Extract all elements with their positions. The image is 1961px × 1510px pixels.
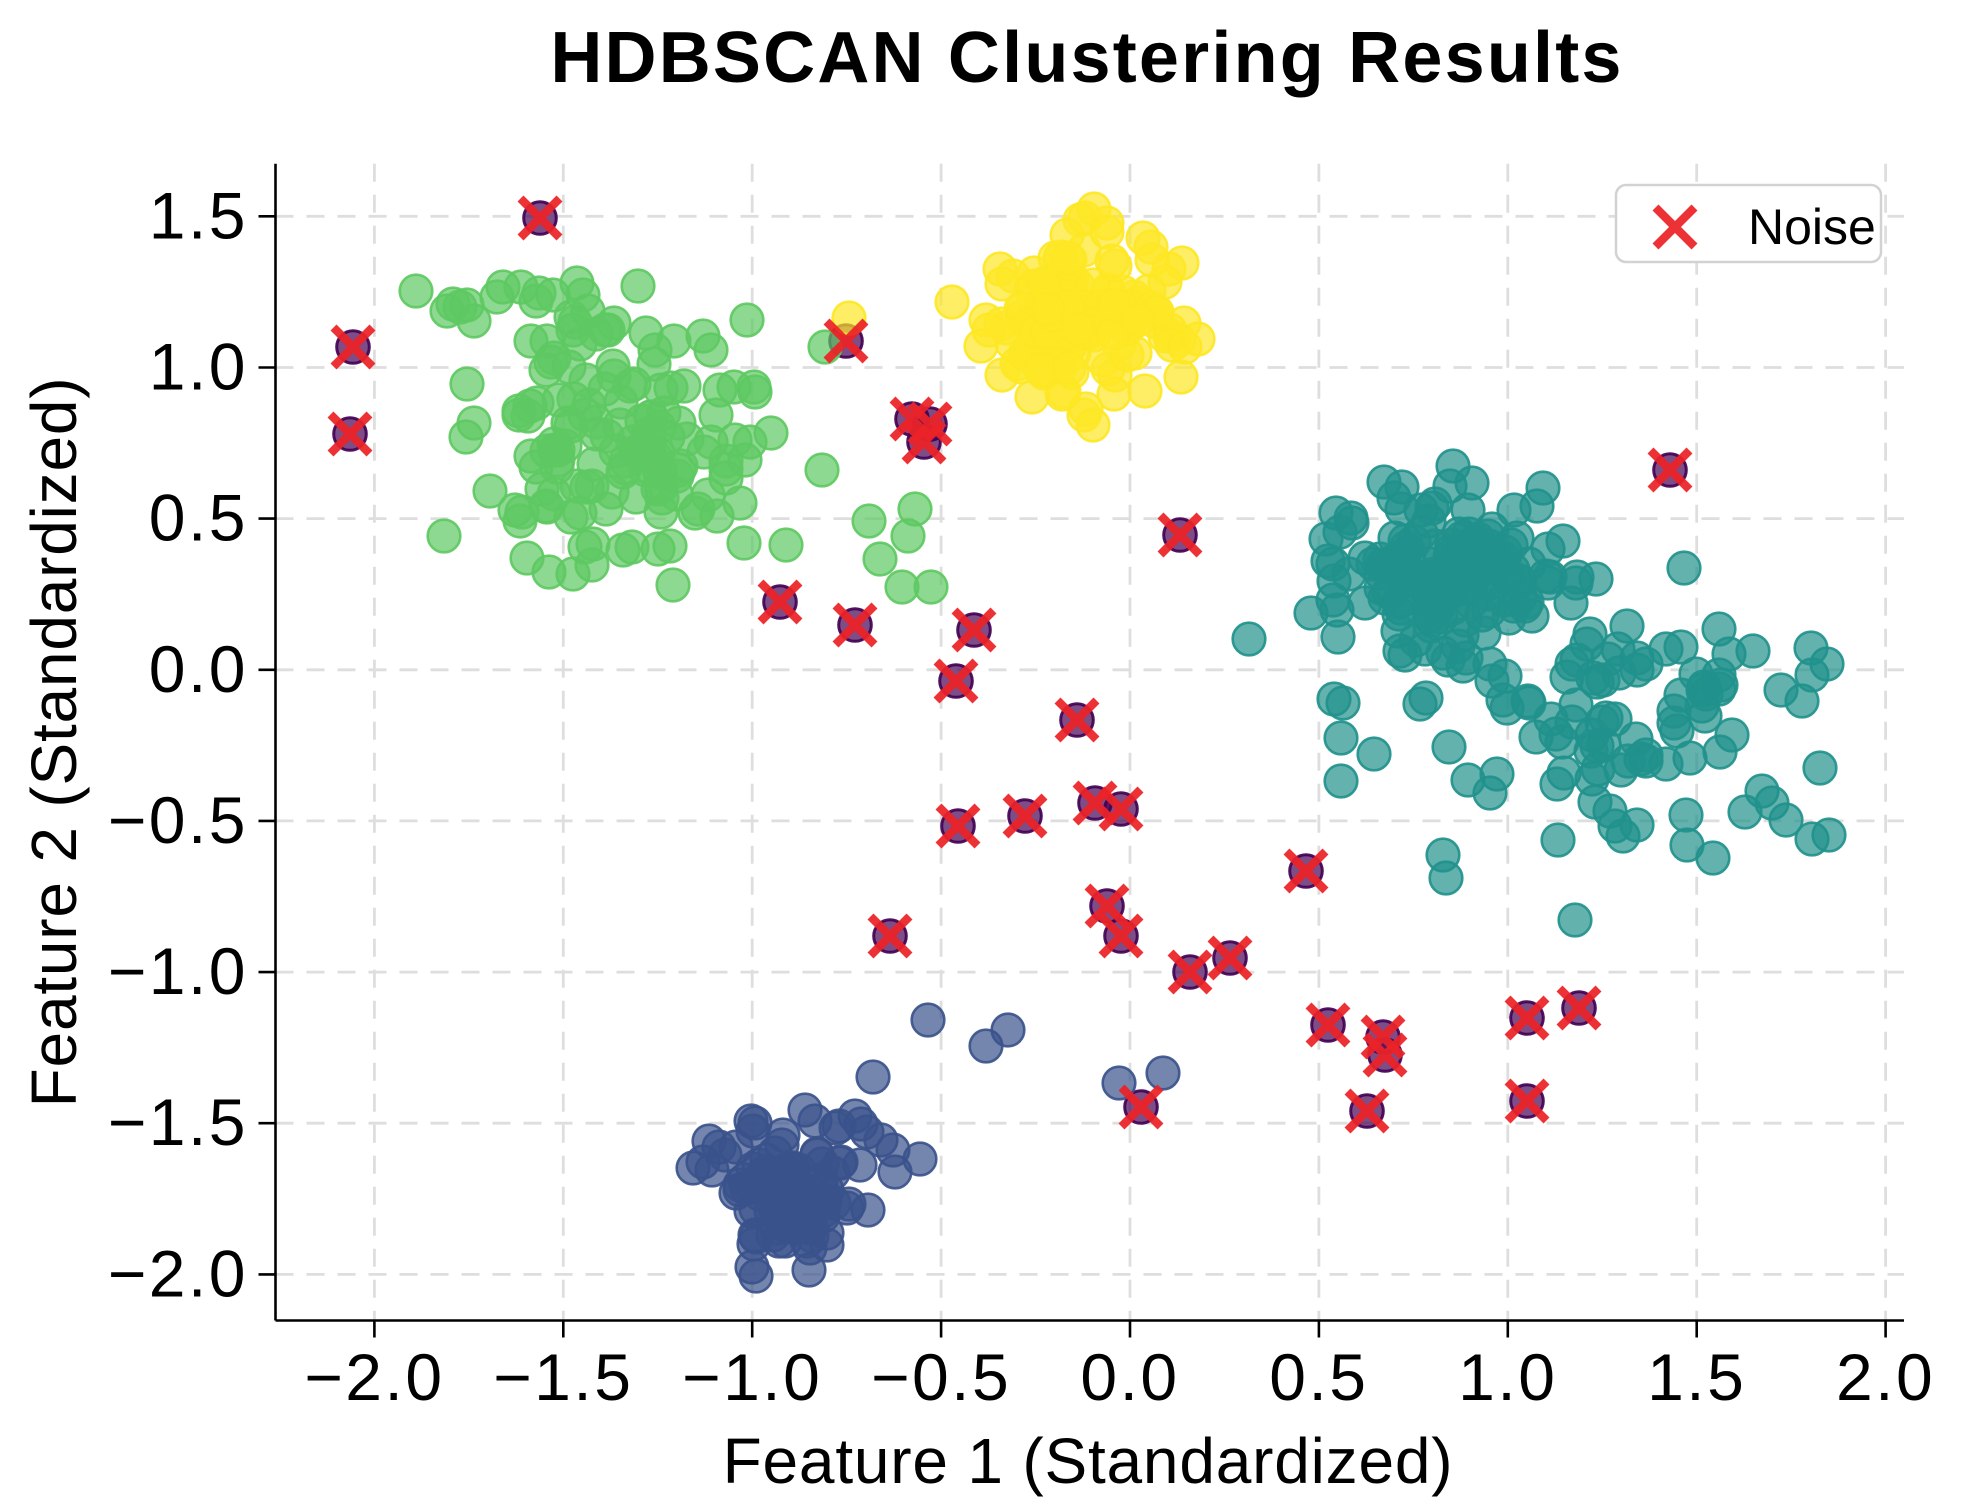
svg-text:−2.0: −2.0 bbox=[304, 1340, 444, 1414]
svg-text:−1.5: −1.5 bbox=[108, 1085, 248, 1159]
svg-text:Feature 1 (Standardized): Feature 1 (Standardized) bbox=[723, 1425, 1454, 1497]
svg-text:1.5: 1.5 bbox=[149, 178, 248, 252]
svg-text:1.5: 1.5 bbox=[1647, 1340, 1746, 1414]
svg-text:0.0: 0.0 bbox=[1080, 1340, 1179, 1414]
svg-text:2.0: 2.0 bbox=[1836, 1340, 1935, 1414]
svg-text:1.0: 1.0 bbox=[149, 330, 248, 404]
svg-text:−1.5: −1.5 bbox=[493, 1340, 633, 1414]
svg-text:−0.5: −0.5 bbox=[871, 1340, 1011, 1414]
svg-text:Noise: Noise bbox=[1748, 199, 1876, 255]
svg-text:−1.0: −1.0 bbox=[108, 934, 248, 1008]
svg-text:0.5: 0.5 bbox=[1269, 1340, 1368, 1414]
svg-text:Feature 2 (Standardized): Feature 2 (Standardized) bbox=[18, 377, 90, 1108]
svg-text:−1.0: −1.0 bbox=[682, 1340, 822, 1414]
svg-text:0.5: 0.5 bbox=[149, 481, 248, 555]
svg-text:HDBSCAN Clustering Results: HDBSCAN Clustering Results bbox=[550, 18, 1623, 98]
svg-text:−2.0: −2.0 bbox=[108, 1236, 248, 1310]
svg-text:0.0: 0.0 bbox=[149, 632, 248, 706]
svg-text:1.0: 1.0 bbox=[1458, 1340, 1557, 1414]
svg-text:−0.5: −0.5 bbox=[108, 783, 248, 857]
